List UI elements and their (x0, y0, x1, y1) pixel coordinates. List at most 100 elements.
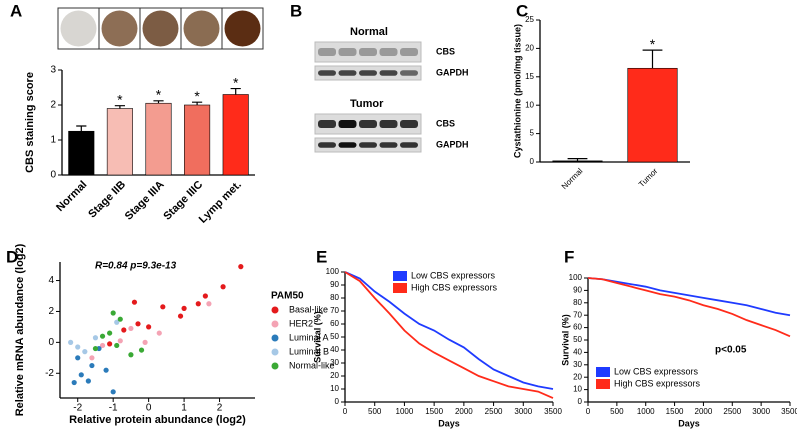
blot-band (400, 48, 418, 56)
blot-band (359, 120, 377, 128)
survival-line (587, 277, 791, 317)
point (75, 355, 81, 361)
bar (552, 160, 603, 163)
point (238, 264, 244, 270)
y-tick-label: 70 (573, 310, 582, 319)
point (107, 341, 113, 347)
annotation: p<0.05 (715, 345, 747, 356)
blot-band (379, 48, 398, 56)
x-tick-label: 3500 (544, 407, 562, 416)
point (131, 299, 138, 305)
y-tick-label: 1 (50, 135, 56, 146)
panel-letter: D (6, 247, 18, 266)
bar-label: * (650, 36, 656, 52)
y-tick-label: 30 (330, 358, 339, 367)
x-tick-label: Tumor (637, 166, 660, 189)
bar (222, 94, 249, 176)
panel-letter: A (10, 1, 22, 20)
point (107, 330, 113, 336)
blot-band (400, 142, 418, 148)
y-tick-label: 100 (569, 273, 583, 282)
point (71, 379, 77, 386)
bar-label: * (117, 91, 123, 107)
blot-band (379, 142, 398, 148)
y-axis-label: Relative mRNA abundance (log2) (14, 243, 26, 416)
panel-letter: B (290, 1, 302, 20)
legend-swatch (271, 362, 279, 370)
blot-band (338, 142, 357, 148)
y-tick-label: 2 (50, 100, 56, 111)
survival-line (587, 277, 791, 338)
x-tick-label: 1500 (666, 407, 684, 416)
point (142, 339, 148, 345)
legend-label: Normal-like (289, 360, 335, 370)
y-axis-label: Cystathionine (pmol/mg tissue) (512, 24, 522, 158)
legend-label: High CBS expressors (411, 282, 498, 292)
legend-label: Low CBS expressors (614, 366, 699, 376)
y-tick-label: 0 (50, 170, 56, 181)
y-tick-label: 50 (573, 335, 582, 344)
point (103, 367, 109, 373)
core (101, 10, 138, 47)
y-tick-label: 4 (48, 275, 54, 286)
y-tick-label: 90 (330, 280, 339, 289)
blot-band (379, 120, 398, 128)
point (206, 301, 212, 307)
point (92, 335, 99, 341)
y-tick-label: 50 (330, 332, 339, 341)
point (135, 321, 141, 327)
point (156, 330, 162, 336)
y-tick-label: 0 (578, 397, 583, 406)
point (195, 301, 201, 307)
x-tick-label: 3000 (514, 407, 532, 416)
panel-letter: F (564, 247, 574, 266)
bar (627, 67, 678, 163)
core (183, 10, 220, 47)
point (110, 310, 116, 316)
error-bar (192, 101, 203, 105)
x-tick-label: 0 (586, 407, 591, 416)
point (181, 305, 187, 311)
y-tick-label: 10 (330, 384, 339, 393)
y-tick-label: 100 (326, 267, 340, 276)
y-tick-label: 90 (573, 286, 582, 295)
point (75, 344, 81, 350)
x-axis-label: Relative protein abundance (log2) (69, 414, 246, 426)
legend-swatch (596, 379, 610, 389)
legend-label: Low CBS expressors (411, 270, 496, 280)
y-tick-label: 2 (48, 306, 54, 317)
y-tick-label: 20 (330, 371, 339, 380)
x-tick-label: 1000 (396, 407, 414, 416)
legend-label: HER2 (289, 318, 313, 328)
point (114, 342, 120, 349)
blot-band (359, 70, 377, 76)
legend-title: PAM50 (271, 291, 304, 302)
point (117, 316, 123, 322)
y-tick-label: -2 (45, 368, 54, 379)
x-tick-label: 1 (181, 403, 187, 414)
point (128, 352, 134, 358)
point (128, 325, 134, 332)
y-tick-label: 5 (530, 129, 535, 138)
x-tick-label: 500 (610, 407, 624, 416)
blot-band (318, 48, 336, 56)
x-tick-label: Normal (560, 166, 585, 191)
x-axis-label: Days (438, 418, 460, 428)
point (68, 339, 74, 345)
x-tick-label: 2000 (455, 407, 473, 416)
point (89, 355, 95, 361)
blot-band-label: CBS (436, 118, 455, 128)
point (202, 293, 208, 299)
legend-label: Luminal A (289, 332, 329, 342)
bar-label: * (194, 88, 200, 104)
blot-band (318, 142, 336, 148)
blot-band (338, 120, 357, 128)
x-tick-label: 2500 (723, 407, 741, 416)
panel-letter: C (516, 1, 528, 20)
legend-swatch (271, 320, 279, 328)
x-axis-label: Days (678, 418, 700, 428)
y-tick-label: 3 (50, 65, 56, 76)
y-tick-label: 60 (330, 319, 339, 328)
blot-band-label: GAPDH (436, 67, 469, 77)
point (138, 347, 145, 353)
